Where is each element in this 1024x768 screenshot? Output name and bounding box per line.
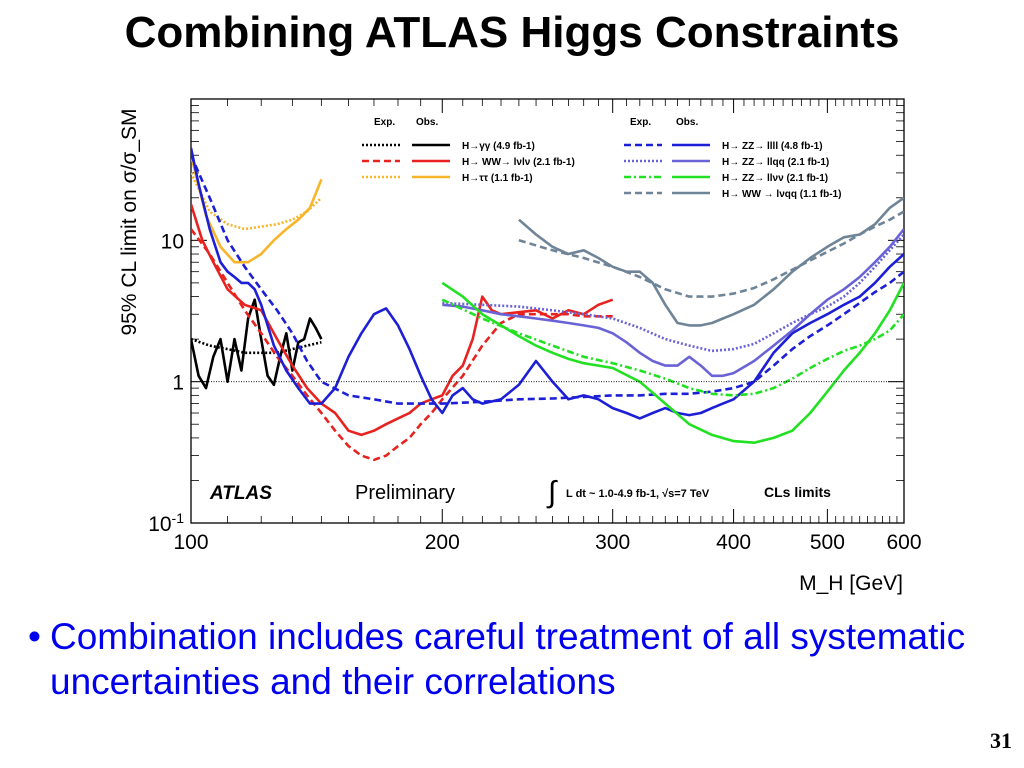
legend-entry-label: H→γγ (4.9 fb-1) [462, 141, 535, 152]
x-tick-label: 300 [595, 531, 630, 554]
y-tick-label: 10 [161, 230, 184, 253]
x-tick-label: 200 [425, 531, 460, 554]
page-number: 31 [990, 728, 1012, 753]
bullet-marker: • [28, 616, 41, 657]
cls-limits-label: CLs limits [764, 484, 831, 500]
series-line [191, 154, 323, 264]
legend-entry-label: H→ ZZ→ llll (4.8 fb-1) [722, 141, 823, 152]
series-line [442, 233, 904, 353]
luminosity-label: L dt ~ 1.0-4.9 fb-1, √s=7 TeV [566, 488, 710, 500]
legend-entry-label: H→ WW→ lνlν (2.1 fb-1) [462, 157, 575, 168]
legend-header: Obs. [416, 117, 438, 128]
series-line [442, 228, 904, 378]
legend-header: Exp. [630, 117, 651, 128]
legend-entry-label: H→ ZZ→ llqq (2.1 fb-1) [722, 157, 829, 168]
series-line [191, 337, 322, 355]
legend-entry-label: H→ττ (1.1 fb-1) [462, 173, 533, 184]
legend-header: Exp. [374, 117, 395, 128]
y-axis-label: 95% CL limit on σ/σ_SM [118, 108, 141, 335]
x-tick-label: 500 [810, 531, 845, 554]
series-line [191, 154, 904, 405]
bullet-text: Combination includes careful treatment o… [50, 616, 966, 702]
x-tick-label: 400 [716, 531, 751, 554]
legend-header: Obs. [676, 117, 698, 128]
series-line [441, 281, 904, 444]
x-tick-label: 600 [886, 531, 921, 554]
y-tick-label: 10-1 [148, 510, 184, 536]
series-line [191, 147, 904, 420]
legend-entry-label: H→ ZZ→ llνν (2.1 fb-1) [722, 173, 828, 184]
x-axis-label: M_H [GeV] [799, 572, 903, 595]
plot-frame [190, 98, 905, 524]
slide-title: Combining ATLAS Higgs Constraints [124, 8, 900, 57]
integral-symbol: ∫ [546, 476, 558, 509]
higgs-limit-chart: 100 200 300 400 500 600 10-1 1 10 95% CL limit o… [118, 98, 922, 595]
legend-entry-label: H→ WW → lνqq (1.1 fb-1) [722, 189, 841, 200]
series-line [191, 298, 323, 390]
atlas-label: ATLAS [209, 483, 272, 504]
preliminary-label: Preliminary [355, 482, 455, 504]
y-tick-label: 1 [172, 372, 184, 395]
series-line [518, 196, 904, 327]
series-line [518, 210, 904, 298]
series-line [191, 228, 613, 462]
x-tick-label: 100 [173, 531, 208, 554]
series-line [441, 298, 904, 397]
